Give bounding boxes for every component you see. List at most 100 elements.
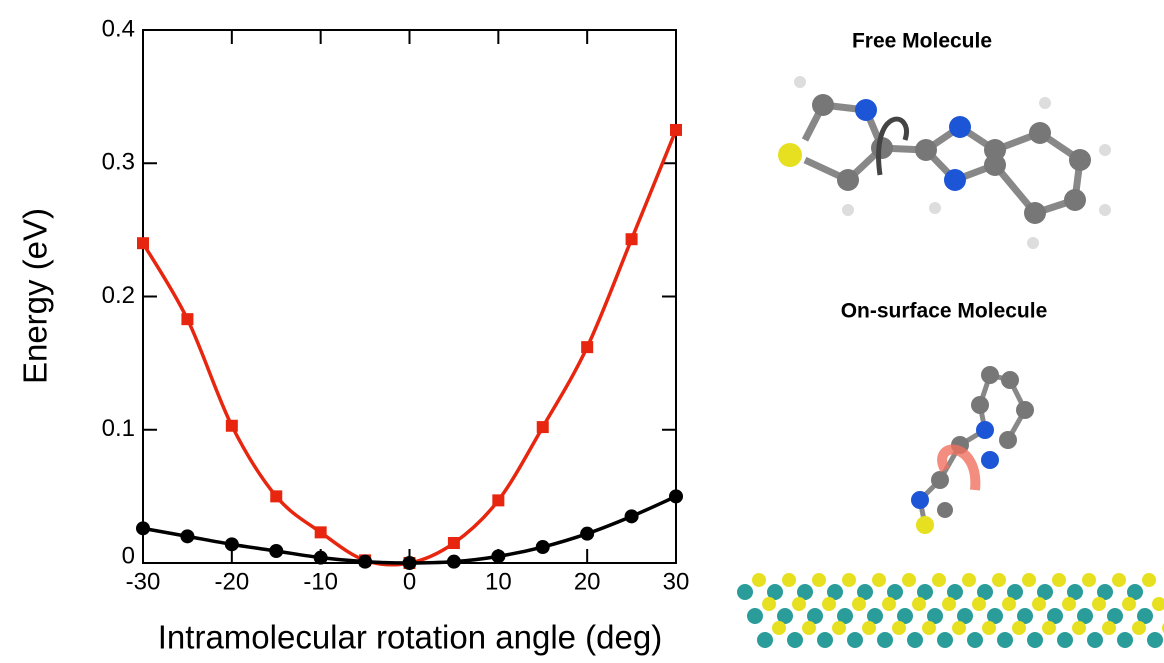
data-point: [670, 123, 682, 136]
surface-atom: [1097, 584, 1113, 600]
surface-atom: [937, 632, 953, 648]
surface-atom: [1102, 621, 1116, 635]
data-point: [580, 526, 595, 541]
surface-atom: [777, 608, 793, 624]
surface-atom: [1087, 632, 1103, 648]
surface-atom: [1122, 597, 1136, 611]
surface-atom: [1077, 608, 1093, 624]
surface-atom: [792, 597, 806, 611]
surface-atom: [992, 573, 1006, 587]
surface-atom: [1152, 597, 1164, 611]
surface-atom: [1057, 632, 1073, 648]
x-tick-label: 20: [574, 568, 601, 595]
surface-atom: [762, 597, 776, 611]
surface-atom: [967, 632, 983, 648]
surface-atom: [1092, 597, 1106, 611]
surface-atom: [842, 573, 856, 587]
y-tick-label: 0.4: [102, 15, 135, 42]
x-tick-label: -30: [126, 568, 161, 595]
surface-atom: [912, 597, 926, 611]
data-point: [358, 554, 373, 569]
data-point: [314, 526, 327, 539]
surface-atom: [832, 621, 846, 635]
data-point: [270, 490, 283, 503]
x-tick-label: 30: [663, 568, 690, 595]
surface-atom: [942, 597, 956, 611]
surface-atom: [1107, 608, 1123, 624]
surface-atom: [1027, 632, 1043, 648]
data-point: [137, 237, 149, 250]
surface-atom: [867, 608, 883, 624]
y-axis-title: Energy (eV): [17, 208, 54, 384]
x-tick-label: 10: [485, 568, 512, 595]
data-point: [180, 529, 195, 544]
data-point: [447, 537, 460, 550]
surface-atom: [887, 584, 903, 600]
y-tick-label: 0.1: [102, 415, 135, 442]
surface-atom: [737, 584, 753, 600]
data-point: [669, 489, 683, 504]
surface-atom: [772, 621, 786, 635]
surface-atom: [1032, 597, 1046, 611]
data-point: [313, 550, 328, 565]
surface-atom: [932, 573, 946, 587]
surface-atom: [1037, 584, 1053, 600]
surface-atom: [1127, 584, 1143, 600]
series-line: [141, 129, 678, 567]
on-surface-molecule-illustration: [911, 366, 1034, 534]
surface-atom: [952, 621, 966, 635]
surface-atom: [757, 632, 773, 648]
surface-atom: [902, 573, 916, 587]
surface-atom: [1012, 621, 1026, 635]
surface-atom: [927, 608, 943, 624]
surface-atom: [802, 621, 816, 635]
surface-atom: [1137, 608, 1153, 624]
surface-atom: [747, 608, 763, 624]
surface-atom: [997, 632, 1013, 648]
surface-atom: [862, 621, 876, 635]
data-point: [535, 540, 550, 555]
data-point: [625, 233, 638, 246]
y-tick-label: 0.3: [102, 149, 135, 176]
surface-atom: [1042, 621, 1056, 635]
surface-atom: [907, 632, 923, 648]
data-point: [446, 554, 461, 569]
surface-atom: [1117, 632, 1133, 648]
y-tick-label: 0.2: [102, 282, 135, 309]
surface-atom: [1007, 584, 1023, 600]
x-axis-title: Intramolecular rotation angle (deg): [158, 619, 662, 656]
surface-atom: [1147, 632, 1163, 648]
surface-atom: [1002, 597, 1016, 611]
surface-atom: [1017, 608, 1033, 624]
surface-atom: [797, 584, 813, 600]
surface-atom: [872, 573, 886, 587]
free-molecule-illustration: [778, 76, 1111, 249]
surface-atom: [1142, 573, 1156, 587]
data-point: [536, 421, 549, 434]
surface-atom: [977, 584, 993, 600]
surface-atom: [852, 597, 866, 611]
surface-atom: [1052, 573, 1066, 587]
surface-atom: [827, 584, 843, 600]
data-point: [136, 521, 150, 536]
surface-atom: [972, 597, 986, 611]
surface-atom: [987, 608, 1003, 624]
surface-atom: [982, 621, 996, 635]
surface-atom: [817, 632, 833, 648]
data-point: [181, 313, 194, 326]
surface-atom: [807, 608, 823, 624]
data-point: [492, 494, 505, 507]
y-tick-label: 0: [122, 542, 135, 569]
surface-atom: [812, 573, 826, 587]
panel-title: Free Molecule: [852, 30, 992, 53]
surface-atom: [767, 584, 783, 600]
x-tick-label: 0: [403, 568, 416, 595]
surface-atom: [1132, 621, 1146, 635]
surface-atom: [917, 584, 933, 600]
surface-atom: [1112, 573, 1126, 587]
surface-atom: [822, 597, 836, 611]
surface-atom: [897, 608, 913, 624]
data-point: [269, 544, 284, 559]
